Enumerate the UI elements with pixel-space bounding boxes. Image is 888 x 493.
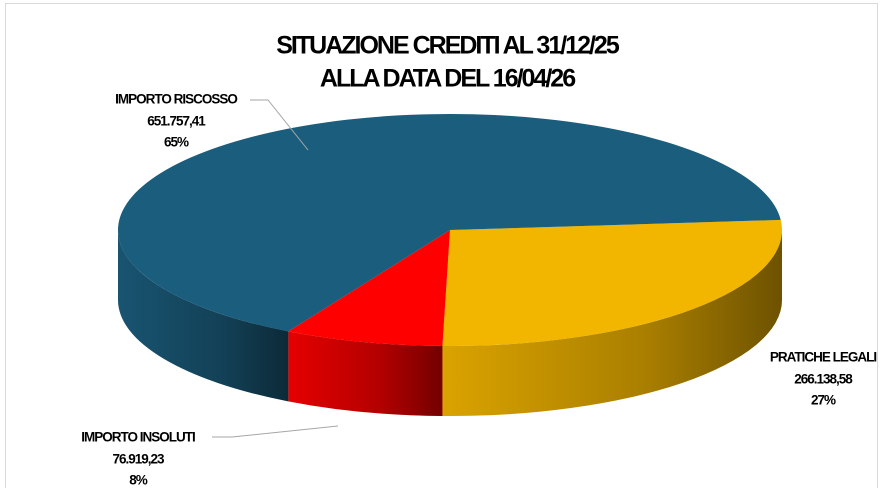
chart-title: SITUAZIONE CREDITI AL 31/12/25 [276, 32, 620, 60]
chart-subtitle: ALLA DATA DEL 16/04/26 [320, 65, 575, 93]
data-label-name: IMPORTO RISCOSSO [115, 92, 237, 107]
slice [118, 113, 781, 332]
slice-side-shade [442, 230, 782, 416]
leader-line [212, 425, 339, 438]
data-label-value: 76.919,23 [112, 452, 165, 467]
data-label-name: PRATICHE LEGALI [770, 350, 876, 365]
slice-side-shade [118, 230, 289, 402]
data-label-percent: 65% [164, 135, 189, 150]
data-label-percent: 8% [129, 473, 148, 488]
data-label-value: 651.757,41 [147, 114, 206, 129]
pie [118, 113, 782, 416]
slice [442, 219, 782, 346]
data-label-name: IMPORTO INSOLUTI [81, 430, 195, 445]
data-label-value: 266.138,58 [794, 372, 853, 387]
slice-side-shade [288, 331, 443, 416]
slice [288, 230, 450, 346]
leader-line [250, 99, 309, 151]
data-label-percent: 27% [811, 393, 836, 408]
